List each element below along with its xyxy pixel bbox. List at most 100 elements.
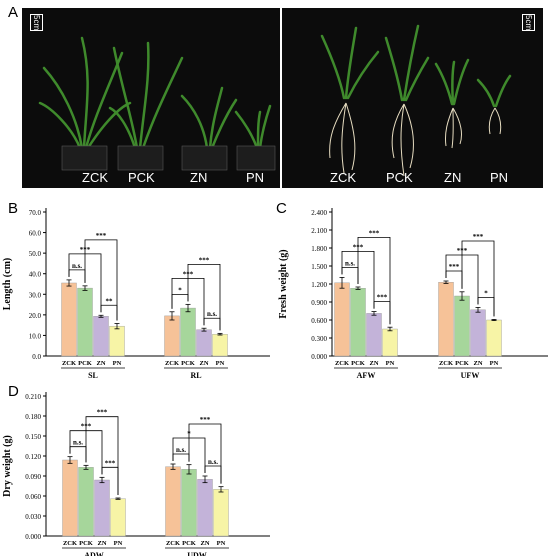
bar-label: ZCK	[335, 360, 349, 367]
bar-udw-pck	[181, 469, 197, 537]
y-tick-label: 0.0	[32, 353, 41, 361]
bar-label: PCK	[78, 360, 92, 367]
significance-bracket	[100, 304, 118, 321]
bar-ufw-zck	[438, 281, 454, 357]
y-tick-label: 0.030	[25, 513, 41, 521]
panel-label-d: D	[8, 383, 19, 400]
bar-label: PCK	[182, 540, 196, 547]
bar-label: PCK	[351, 360, 365, 367]
significance-label: n.s.	[72, 262, 82, 270]
bar-afw-zck	[334, 282, 350, 357]
bar-ufw-pck	[454, 295, 470, 357]
bar-label: PN	[113, 360, 122, 367]
photo-label-pn-roots: PN	[490, 170, 509, 185]
y-tick-label: 40.0	[29, 271, 42, 279]
photo-label-zn-roots: ZN	[444, 170, 462, 185]
significance-bracket	[203, 317, 221, 331]
chart-length: Length (cm) 0.0 10.0 20.0 30.0 40.0 50.0 60.0 70…	[2, 208, 270, 380]
y-tick-label: 0.060	[25, 493, 41, 501]
bar-rl-zck	[164, 315, 180, 357]
bar-afw-pck	[350, 287, 366, 357]
significance-bracket	[357, 237, 391, 325]
bar-sl-zck	[61, 282, 77, 357]
group-label-afw: AFW	[357, 371, 376, 380]
bar-sl-pn	[109, 325, 125, 357]
bar-label: ZN	[200, 540, 209, 547]
photo-label-pn: PN	[246, 170, 265, 185]
bar-adw-pn	[110, 498, 126, 537]
bar-label: ZN	[97, 540, 106, 547]
significance-label: *	[178, 286, 182, 294]
chart-dry-weight: Dry weight (g) 0.000 0.030 0.060 0.090 0.120 0…	[2, 392, 270, 556]
bar-adw-zck	[62, 459, 78, 537]
photo-label-pck-roots: PCK	[386, 170, 413, 185]
significance-label: ***	[200, 416, 211, 424]
group-label-adw: ADW	[84, 551, 104, 556]
photo-label-pck: PCK	[128, 170, 155, 185]
significance-bracket	[68, 269, 86, 283]
bar-label: ZN	[96, 360, 105, 367]
bar-label: PN	[386, 360, 395, 367]
bar-label: PCK	[455, 360, 469, 367]
y-axis-title: Dry weight (g)	[2, 435, 13, 497]
photo-label-zck-roots: ZCK	[330, 170, 356, 185]
bar-label: PN	[490, 360, 499, 367]
y-tick-label: 1.500	[311, 263, 327, 271]
photo-shoots: 5cm ZCK PCK ZN PN	[22, 8, 280, 188]
y-tick-label: 2.400	[311, 209, 327, 217]
bar-afw-zn	[366, 313, 382, 357]
y-tick-label: 50.0	[29, 250, 42, 258]
group-label-rl: RL	[190, 371, 201, 380]
significance-label: ***	[449, 263, 460, 271]
significance-label: n.s.	[176, 446, 186, 454]
bar-udw-zn	[197, 479, 213, 537]
y-tick-label: 20.0	[29, 312, 42, 320]
significance-bracket	[341, 267, 359, 284]
significance-label: ***	[96, 232, 107, 240]
significance-label: ***	[377, 294, 388, 302]
bar-label: ZCK	[63, 540, 77, 547]
y-tick-label: 0.000	[25, 533, 41, 541]
bar-adw-zn	[94, 479, 110, 537]
y-tick-label: 10.0	[29, 332, 42, 340]
significance-bracket	[171, 293, 189, 309]
scale-bar-left: 5cm	[30, 14, 43, 32]
significance-label: ***	[97, 409, 108, 417]
significance-bracket	[188, 423, 222, 484]
bar-label: ZCK	[62, 360, 76, 367]
panel-label-b: B	[8, 200, 19, 217]
y-tick-label: 0.150	[25, 433, 41, 441]
bar-label: PN	[217, 540, 226, 547]
scale-bar-right: 5cm	[522, 14, 535, 32]
y-tick-label: 0.000	[311, 353, 327, 361]
photo-label-zck: ZCK	[82, 170, 108, 185]
chart-fresh-weight: Fresh weight (g) 0.000 0.300 0.600 0.900 1.20…	[278, 208, 548, 380]
y-tick-label: 1.200	[311, 281, 327, 289]
significance-bracket	[172, 453, 190, 462]
significance-bracket	[187, 263, 221, 331]
bar-sl-pck	[77, 287, 93, 357]
bar-rl-pn	[212, 333, 228, 357]
bar-label: ZCK	[165, 360, 179, 367]
y-tick-label: 0.900	[311, 299, 327, 307]
group-label-udw: UDW	[187, 551, 207, 556]
y-axis-title: Length (cm)	[2, 258, 13, 311]
significance-label: n.s.	[207, 310, 217, 318]
significance-bracket	[477, 297, 495, 317]
plant-illustration-roots	[320, 24, 512, 177]
significance-label: n.s.	[208, 458, 218, 466]
group-label-ufw: UFW	[461, 371, 480, 380]
bar-rl-zn	[196, 329, 212, 357]
y-tick-label: 0.210	[25, 393, 41, 401]
bar-label: PCK	[79, 540, 93, 547]
bar-label: ZN	[473, 360, 482, 367]
bar-udw-pn	[213, 489, 229, 537]
significance-label: n.s.	[73, 439, 83, 447]
significance-bracket	[373, 301, 391, 325]
photo-label-zn: ZN	[190, 170, 208, 185]
significance-label: *	[484, 289, 488, 297]
bar-adw-pck	[78, 467, 94, 537]
y-tick-label: 0.180	[25, 413, 41, 421]
group-label-sl: SL	[88, 371, 98, 380]
bar-label: ZN	[199, 360, 208, 367]
